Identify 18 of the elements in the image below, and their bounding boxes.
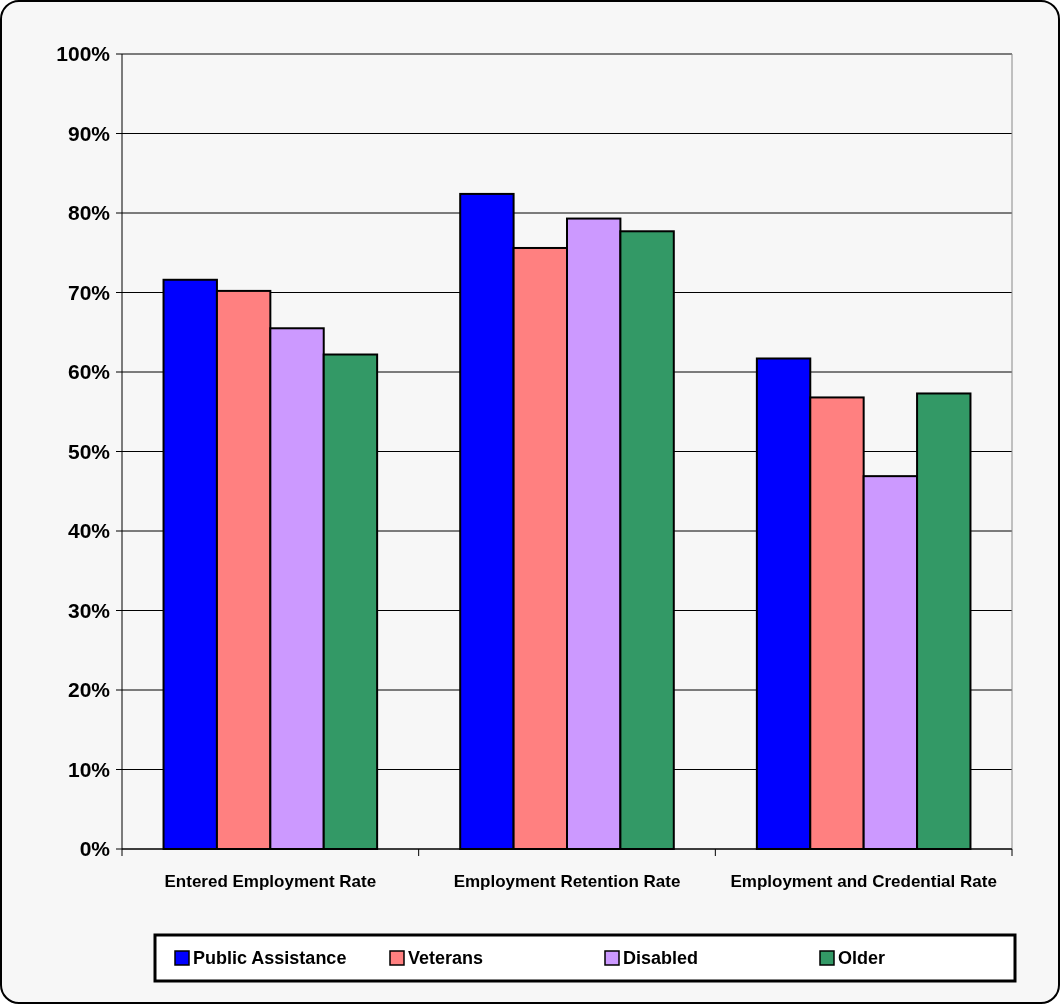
y-tick-label: 20% xyxy=(67,678,111,702)
y-tick-label: 40% xyxy=(67,519,111,543)
y-tick-label: 80% xyxy=(67,201,111,225)
y-tick-label: 50% xyxy=(67,439,111,463)
legend-label: Disabled xyxy=(623,948,699,969)
y-tick-label: 10% xyxy=(67,757,111,781)
x-tick-label: Entered Employment Rate xyxy=(164,872,377,891)
legend-label: Public Assistance xyxy=(193,948,347,969)
y-tick-label: 60% xyxy=(67,360,111,384)
y-tick-label: 100% xyxy=(56,42,111,66)
y-tick-label: 70% xyxy=(67,280,111,304)
legend-label: Veterans xyxy=(408,948,484,969)
legend-label: Older xyxy=(838,948,886,969)
y-tick-label: 90% xyxy=(67,121,111,145)
y-tick-label: 0% xyxy=(79,837,111,861)
x-tick-label: Employment and Credential Rate xyxy=(730,872,997,891)
y-tick-label: 30% xyxy=(67,598,111,622)
x-tick-label: Employment Retention Rate xyxy=(453,872,681,891)
